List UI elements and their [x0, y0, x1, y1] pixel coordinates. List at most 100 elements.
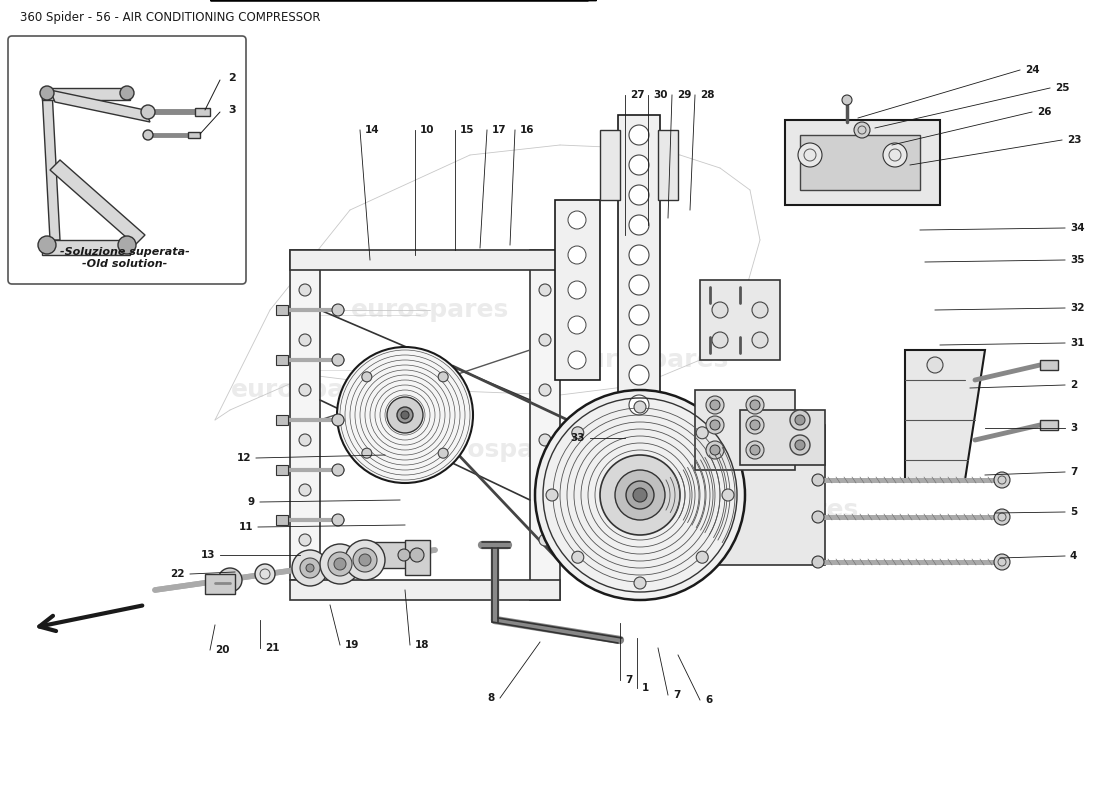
Text: 20: 20 [214, 645, 230, 655]
Circle shape [629, 275, 649, 295]
Polygon shape [660, 425, 825, 565]
Polygon shape [1040, 420, 1058, 430]
Circle shape [629, 155, 649, 175]
Circle shape [568, 316, 586, 334]
Circle shape [994, 509, 1010, 525]
Bar [800, 135, 920, 190]
Circle shape [332, 304, 344, 316]
Circle shape [812, 556, 824, 568]
Circle shape [752, 332, 768, 348]
Polygon shape [195, 108, 210, 116]
Text: 14: 14 [365, 125, 380, 135]
Circle shape [539, 434, 551, 446]
Circle shape [600, 455, 680, 535]
Circle shape [634, 577, 646, 589]
Circle shape [812, 474, 824, 486]
Circle shape [750, 400, 760, 410]
Text: eurospares: eurospares [701, 498, 859, 522]
Circle shape [629, 215, 649, 235]
Circle shape [387, 397, 424, 433]
Circle shape [535, 390, 745, 600]
Circle shape [994, 472, 1010, 488]
Circle shape [706, 441, 724, 459]
Text: 7: 7 [1070, 467, 1077, 477]
Polygon shape [276, 415, 288, 425]
Circle shape [722, 489, 734, 501]
Circle shape [337, 347, 473, 483]
Circle shape [410, 548, 424, 562]
Bar [405, 540, 430, 575]
Text: 2: 2 [228, 73, 235, 83]
Polygon shape [905, 350, 984, 480]
Text: 11: 11 [239, 522, 253, 532]
Circle shape [143, 130, 153, 140]
Text: eurospares: eurospares [231, 378, 389, 402]
Circle shape [438, 372, 448, 382]
Circle shape [572, 551, 584, 563]
Text: 30: 30 [653, 90, 668, 100]
Polygon shape [42, 88, 130, 100]
Circle shape [746, 396, 764, 414]
Circle shape [292, 550, 328, 586]
Polygon shape [700, 280, 780, 360]
Text: 9: 9 [248, 497, 255, 507]
Circle shape [328, 552, 352, 576]
Circle shape [746, 416, 764, 434]
Polygon shape [276, 355, 288, 365]
Circle shape [568, 246, 586, 264]
Circle shape [706, 416, 724, 434]
Circle shape [842, 95, 852, 105]
Circle shape [539, 384, 551, 396]
Circle shape [299, 434, 311, 446]
Text: 6: 6 [705, 695, 713, 705]
Circle shape [615, 470, 666, 520]
Polygon shape [290, 250, 320, 580]
Circle shape [632, 488, 647, 502]
FancyBboxPatch shape [8, 36, 246, 284]
Circle shape [883, 143, 908, 167]
Circle shape [438, 448, 448, 458]
Circle shape [790, 410, 810, 430]
Circle shape [299, 484, 311, 496]
Text: 10: 10 [420, 125, 434, 135]
Text: 3: 3 [228, 105, 235, 115]
Circle shape [629, 335, 649, 355]
Text: 17: 17 [492, 125, 507, 135]
Circle shape [750, 420, 760, 430]
Text: 21: 21 [265, 643, 279, 653]
Circle shape [626, 481, 654, 509]
Circle shape [332, 464, 344, 476]
Circle shape [696, 426, 708, 438]
Text: 31: 31 [1070, 338, 1085, 348]
Polygon shape [530, 250, 560, 600]
Polygon shape [276, 465, 288, 475]
Circle shape [218, 568, 242, 592]
Text: 16: 16 [520, 125, 535, 135]
Text: 1: 1 [642, 683, 649, 693]
Circle shape [568, 351, 586, 369]
Text: 5: 5 [1070, 507, 1077, 517]
Circle shape [629, 365, 649, 385]
Polygon shape [618, 115, 660, 430]
Circle shape [362, 448, 372, 458]
Circle shape [118, 236, 136, 254]
Polygon shape [188, 132, 200, 138]
Circle shape [353, 548, 377, 572]
Circle shape [812, 511, 824, 523]
Circle shape [798, 143, 822, 167]
Text: 25: 25 [1055, 83, 1069, 93]
Text: -Soluzione superata-: -Soluzione superata- [60, 247, 190, 257]
Circle shape [994, 554, 1010, 570]
Text: 35: 35 [1070, 255, 1085, 265]
Circle shape [300, 558, 320, 578]
Text: -Old solution-: -Old solution- [82, 259, 167, 269]
Circle shape [299, 334, 311, 346]
Text: 18: 18 [415, 640, 429, 650]
Circle shape [345, 540, 385, 580]
Polygon shape [276, 515, 288, 525]
Circle shape [568, 281, 586, 299]
Circle shape [927, 357, 943, 373]
Circle shape [795, 415, 805, 425]
Circle shape [546, 489, 558, 501]
Text: 15: 15 [460, 125, 474, 135]
